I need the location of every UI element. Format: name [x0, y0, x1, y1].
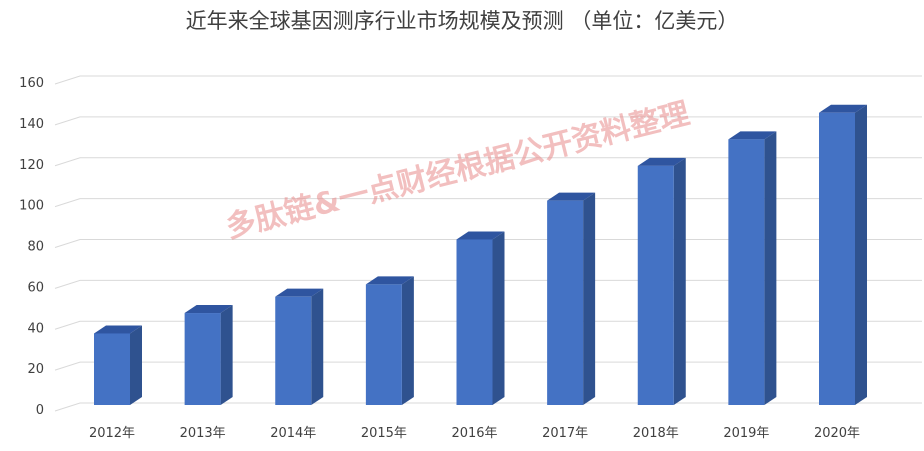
- y-axis-ticks: 0 20 40 60 80 100 120 140 160: [19, 76, 44, 418]
- y-tick-label-60: 60: [27, 280, 44, 295]
- x-category-label: 2013年: [180, 426, 226, 441]
- x-category-label: 2020年: [814, 426, 860, 441]
- bar-front-0: [94, 333, 130, 405]
- bar-2014年: [275, 288, 324, 405]
- bar-front-7: [728, 139, 765, 405]
- bar-2018年: [637, 157, 686, 405]
- watermark-text: 多肽链&一点财经根据公开资料整理: [222, 96, 692, 245]
- bar-front-6: [637, 165, 674, 405]
- bar-2020年: [819, 104, 867, 406]
- x-category-label: 2015年: [361, 426, 407, 441]
- bar-top-6: [637, 157, 686, 166]
- gridline-140: [54, 116, 922, 126]
- bar-front-5: [547, 200, 584, 405]
- x-axis-categories: 2012年 2013年 2014年 2015年 2016年 2017年 2018年 2019年…: [89, 426, 860, 441]
- y-tick-label-160: 160: [19, 76, 44, 91]
- bar-side-3: [401, 276, 414, 405]
- gridline-160: [54, 75, 922, 85]
- x-category-label: 2019年: [723, 426, 769, 441]
- bar-side-6: [673, 157, 686, 405]
- bar-side-0: [130, 325, 142, 405]
- bar-side-8: [855, 104, 867, 406]
- gridline-100: [54, 198, 922, 208]
- gridline-120: [54, 157, 922, 167]
- bar-2016年: [456, 231, 505, 405]
- bars: [94, 104, 867, 406]
- gridlines: [54, 75, 922, 412]
- y-tick-label-0: 0: [36, 403, 44, 418]
- y-tick-label-120: 120: [19, 158, 44, 173]
- bar-2019年: [728, 131, 777, 405]
- bar-top-1: [184, 305, 233, 314]
- bar-2015年: [365, 276, 414, 405]
- x-category-label: 2018年: [633, 426, 679, 441]
- x-category-label: 2014年: [270, 426, 316, 441]
- y-tick-label-140: 140: [19, 117, 44, 132]
- bar-top-5: [547, 192, 596, 201]
- x-category-label: 2012年: [89, 426, 135, 441]
- bar-top-4: [456, 231, 505, 240]
- bar-front-8: [819, 112, 855, 406]
- chart-title: 近年来全球基因测序行业市场规模及预测 （单位：亿美元）: [186, 9, 739, 33]
- bar-top-2: [275, 288, 324, 297]
- bar-2017年: [547, 192, 596, 405]
- bar-side-1: [220, 305, 233, 405]
- bar-top-7: [728, 131, 777, 140]
- bar-side-4: [492, 231, 505, 405]
- x-category-label: 2016年: [451, 426, 497, 441]
- bar-top-0: [94, 325, 142, 334]
- bar-2012年: [94, 325, 142, 405]
- y-tick-label-20: 20: [27, 362, 44, 377]
- bar-front-3: [365, 284, 402, 405]
- bar-top-3: [365, 276, 414, 285]
- y-tick-label-100: 100: [19, 199, 44, 214]
- bar-side-2: [311, 288, 324, 405]
- bar-front-4: [456, 239, 493, 405]
- bar-side-7: [764, 131, 777, 405]
- bar-side-5: [583, 192, 596, 405]
- y-tick-label-80: 80: [27, 240, 44, 255]
- bar-front-1: [184, 313, 221, 405]
- y-tick-label-40: 40: [27, 321, 44, 336]
- x-category-label: 2017年: [542, 426, 588, 441]
- bar-2013年: [184, 305, 233, 405]
- bar-top-8: [819, 104, 867, 113]
- bar-front-2: [275, 296, 312, 405]
